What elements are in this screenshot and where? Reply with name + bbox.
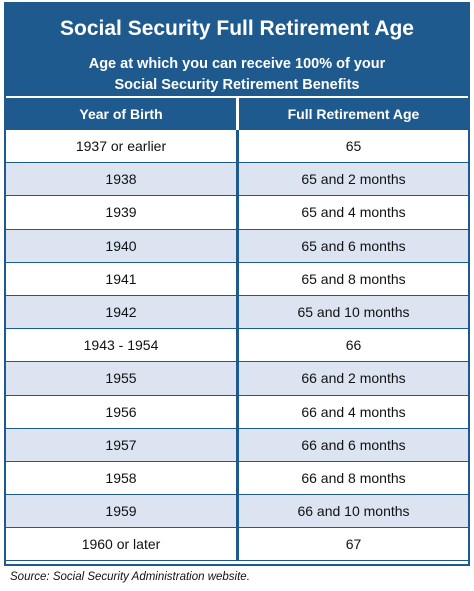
cell-year-of-birth: 1958 <box>105 469 137 486</box>
cell-full-retirement-age: 66 and 10 months <box>297 503 410 520</box>
row-divider <box>236 461 239 495</box>
table-row: 1955 66 and 2 months <box>6 362 468 396</box>
table-row: 1938 65 and 2 months <box>6 163 468 197</box>
table-row: 1956 66 and 4 months <box>6 395 468 429</box>
row-divider <box>236 196 239 229</box>
table-row: 1959 66 and 10 months <box>6 495 468 529</box>
row-divider <box>236 428 239 461</box>
cell-year-of-birth: 1938 <box>105 171 137 188</box>
table-row: 1941 65 and 8 months <box>6 262 468 296</box>
cell-full-retirement-age: 66 and 6 months <box>301 436 406 453</box>
cell-year-of-birth: 1937 or earlier <box>75 138 167 154</box>
table-subtitle-line1: Age at which you can receive 100% of you… <box>88 56 386 72</box>
cell-year-of-birth: 1955 <box>105 370 137 387</box>
cell-full-retirement-age: 65 and 10 months <box>297 303 410 320</box>
table-body: 1937 or earlier 65 1938 65 and 2 months 1939… <box>6 130 468 562</box>
row-divider <box>236 329 239 362</box>
table-subtitle-line2: Social Security Retirement Benefits <box>114 77 360 93</box>
cell-year-of-birth: 1960 or later <box>81 536 161 553</box>
cell-full-retirement-age: 66 and 4 months <box>301 403 406 420</box>
row-divider <box>236 262 239 295</box>
row-divider <box>236 495 239 528</box>
cell-year-of-birth: 1940 <box>105 237 137 254</box>
cell-year-of-birth: 1943 - 1954 <box>83 337 159 354</box>
row-divider <box>236 163 239 196</box>
table-row: 1960 or later 67 <box>6 528 468 562</box>
row-divider <box>236 229 239 262</box>
table-row: 1957 66 and 6 months <box>6 428 468 462</box>
cell-full-retirement-age: 65 and 4 months <box>301 204 406 221</box>
table-title: Social Security Full Retirement Age <box>60 17 414 40</box>
cell-full-retirement-age: 67 <box>345 536 362 553</box>
row-divider <box>236 395 239 428</box>
column-header-full-retirement-age: Full Retirement Age <box>287 106 420 122</box>
cell-year-of-birth: 1939 <box>105 204 137 221</box>
column-header-year-of-birth: Year of Birth <box>79 106 163 122</box>
retirement-age-table: Social Security Full Retirement Age Age … <box>4 2 470 566</box>
table-row: 1940 65 and 6 months <box>6 229 468 263</box>
row-divider <box>236 528 239 561</box>
cell-year-of-birth: 1957 <box>105 436 137 453</box>
cell-year-of-birth: 1956 <box>105 403 137 420</box>
cell-year-of-birth: 1942 <box>105 303 137 320</box>
cell-full-retirement-age: 65 and 8 months <box>301 270 406 287</box>
column-divider <box>236 98 239 130</box>
table-row: 1937 or earlier 65 <box>6 130 468 164</box>
cell-full-retirement-age: 66 and 8 months <box>301 469 406 486</box>
cell-full-retirement-age: 65 and 2 months <box>301 171 406 188</box>
row-divider <box>236 362 239 395</box>
table-row: 1939 65 and 4 months <box>6 196 468 230</box>
cell-full-retirement-age: 66 and 2 months <box>301 370 406 387</box>
source-note: Source: Social Security Administration w… <box>10 571 250 583</box>
cell-full-retirement-age: 66 <box>345 337 362 354</box>
cell-year-of-birth: 1959 <box>105 503 137 520</box>
cell-full-retirement-age: 65 <box>345 138 362 154</box>
table-row: 1942 65 and 10 months <box>6 295 468 330</box>
table-row: 1958 66 and 8 months <box>6 461 468 496</box>
cell-full-retirement-age: 65 and 6 months <box>301 237 406 254</box>
table-row: 1943 - 1954 66 <box>6 329 468 363</box>
row-divider <box>236 295 239 329</box>
row-divider <box>236 130 239 163</box>
table-header: Social Security Full Retirement Age Age … <box>6 4 468 96</box>
cell-year-of-birth: 1941 <box>105 270 137 287</box>
column-header-row: Year of Birth Full Retirement Age <box>6 96 468 130</box>
